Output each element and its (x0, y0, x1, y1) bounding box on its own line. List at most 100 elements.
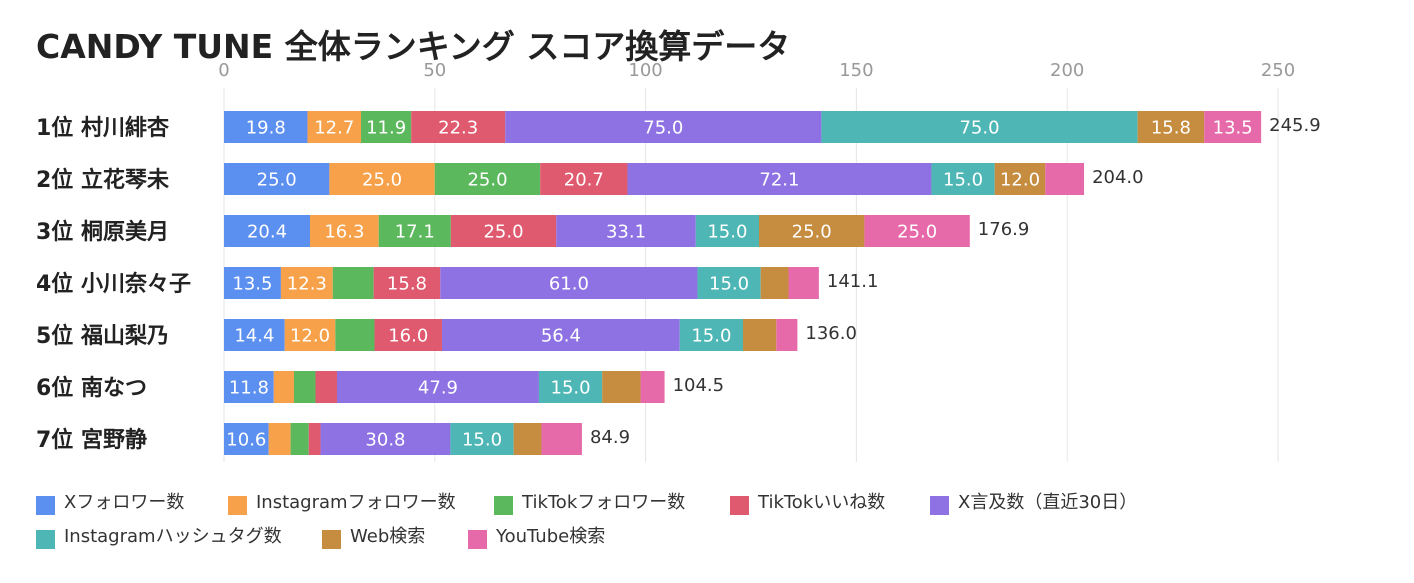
bar-value-label: 12.0 (1000, 170, 1040, 191)
category-label: 4位 小川奈々子 (36, 271, 191, 297)
bar-segment (505, 111, 822, 143)
legend-label: X言及数（直近30日） (958, 492, 1137, 513)
bar-segment (679, 319, 743, 351)
bar-segment (450, 215, 557, 247)
bar-segment (1204, 111, 1262, 143)
bar-segment (268, 423, 291, 455)
bar-segment (1137, 111, 1205, 143)
bar-total-label: 204.0 (1092, 167, 1144, 188)
bar-total-label: 84.9 (590, 427, 630, 448)
bar-segment (864, 215, 970, 247)
bar-value-label: 13.5 (232, 274, 272, 295)
bar-value-label: 25.0 (467, 170, 507, 191)
legend-item: Xフォロワー数 (36, 492, 184, 515)
bar-value-label: 30.8 (365, 430, 405, 451)
bar-segment (776, 319, 798, 351)
category-label: 3位 桐原美月 (36, 219, 169, 245)
bar-total-label: 141.1 (827, 271, 879, 292)
bar-value-label: 20.7 (564, 170, 604, 191)
bar-segment (224, 163, 330, 195)
bar-segment (821, 111, 1138, 143)
legend-item: Instagramハッシュタグ数 (36, 526, 282, 549)
bar-segment (742, 319, 777, 351)
bar-segment (284, 319, 336, 351)
legend-swatch (494, 496, 513, 515)
bar-value-label: 20.4 (247, 222, 287, 243)
bar-value-label: 12.0 (290, 326, 330, 347)
bar-value-label: 15.0 (943, 170, 983, 191)
bar-segment (759, 215, 865, 247)
bar-value-label: 25.0 (483, 222, 523, 243)
bar-value-label: 25.0 (792, 222, 832, 243)
bar-value-label: 15.8 (387, 274, 427, 295)
category-label: 7位 宮野静 (36, 427, 147, 453)
bar-value-label: 61.0 (549, 274, 589, 295)
bar-value-label: 47.9 (418, 378, 458, 399)
bar-segment (540, 163, 628, 195)
bar-segment (224, 267, 281, 299)
legend-item: TikTokフォロワー数 (494, 492, 685, 515)
legend-item: Instagramフォロワー数 (228, 492, 456, 515)
bar-segment (308, 423, 321, 455)
bar-segment (994, 163, 1046, 195)
bar-value-label: 11.9 (366, 118, 406, 139)
bar-value-label: 25.0 (897, 222, 937, 243)
bar-value-label: 15.0 (709, 274, 749, 295)
bar-segment (760, 267, 789, 299)
bar-total-label: 104.5 (673, 375, 725, 396)
chart-title: CANDY TUNE 全体ランキング スコア換算データ (36, 27, 790, 66)
x-tick-label: 50 (423, 60, 446, 81)
bar-segment (280, 267, 333, 299)
bar-segment (440, 267, 698, 299)
legend-swatch (36, 496, 55, 515)
bar-segment (293, 371, 316, 403)
legend-item: Web検索 (322, 526, 425, 549)
bar-segment (450, 423, 514, 455)
bar-segment (378, 215, 451, 247)
category-label: 5位 福山梨乃 (36, 323, 169, 349)
x-tick-label: 200 (1050, 60, 1084, 81)
bar-value-label: 25.0 (362, 170, 402, 191)
x-axis-ticks: 0 50 100 150 200 250 (218, 60, 1295, 81)
bar-value-label: 25.0 (257, 170, 297, 191)
bar-segment (434, 163, 541, 195)
bar-value-label: 12.3 (287, 274, 327, 295)
legend-item: YouTube検索 (468, 526, 605, 549)
bar-value-label: 75.0 (643, 118, 683, 139)
legend-swatch (322, 530, 341, 549)
bar-value-label: 16.0 (388, 326, 428, 347)
x-tick-label: 0 (218, 60, 229, 81)
bar-total-label: 245.9 (1269, 115, 1321, 136)
x-tick-label: 250 (1261, 60, 1295, 81)
bar-segment (335, 319, 375, 351)
bar-value-label: 56.4 (541, 326, 581, 347)
bar-segment (332, 267, 374, 299)
bar-segment (336, 371, 539, 403)
bar-value-label: 22.3 (438, 118, 478, 139)
bar-segment (361, 111, 412, 143)
bar-value-label: 11.8 (229, 378, 269, 399)
bar-segment (310, 215, 379, 247)
bar-value-label: 17.1 (395, 222, 435, 243)
legend-swatch (730, 496, 749, 515)
bar-value-label: 15.0 (691, 326, 731, 347)
legend-label: Instagramフォロワー数 (256, 492, 456, 513)
legend-item: TikTokいいね数 (730, 492, 885, 515)
bar-segment (290, 423, 309, 455)
bar-segment (374, 319, 442, 351)
bar-segment (640, 371, 665, 403)
bar-segment (541, 423, 582, 455)
legend-item: X言及数（直近30日） (930, 492, 1137, 515)
legend-label: Instagramハッシュタグ数 (64, 526, 282, 547)
bar-segment (1045, 163, 1085, 195)
bar-value-label: 15.8 (1151, 118, 1191, 139)
category-label: 1位 村川緋杏 (36, 115, 169, 141)
bar-segment (224, 215, 311, 247)
bar-segment (224, 111, 308, 143)
bar-segment (411, 111, 506, 143)
x-tick-label: 100 (628, 60, 662, 81)
bar-segment (320, 423, 451, 455)
category-labels: 1位 村川緋杏 2位 立花琴未 3位 桐原美月 4位 小川奈々子 5位 福山梨乃 6位 南… (36, 115, 191, 453)
bar-value-label: 12.7 (314, 118, 354, 139)
category-label: 6位 南なつ (36, 375, 147, 401)
